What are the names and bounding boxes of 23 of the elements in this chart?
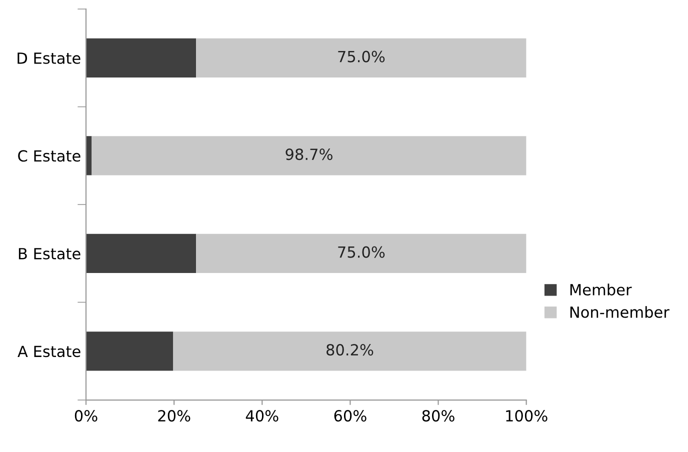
bar [173, 332, 526, 371]
legend-label: Non-member [570, 306, 670, 318]
x-tick-label: 100% [506, 410, 548, 422]
bar [86, 38, 196, 78]
bar [86, 332, 174, 371]
data-label: 75.0% [338, 246, 385, 258]
y-tick-label: A Estate [18, 346, 80, 358]
y-tick-label: B Estate [18, 248, 80, 260]
x-tick-label: 60% [334, 410, 366, 422]
y-tick-label: C Estate [18, 150, 80, 162]
x-tick-label: 0% [74, 410, 98, 422]
bar [92, 136, 526, 176]
legend-label: Member [570, 284, 632, 296]
data-label: 98.7% [286, 148, 332, 160]
bar [196, 234, 526, 273]
x-tick-label: 20% [158, 410, 190, 422]
x-tick-label: 80% [422, 410, 454, 422]
x-tick-label: 40% [246, 410, 278, 422]
bar [196, 38, 526, 78]
bar [86, 234, 196, 273]
data-label: 80.2% [326, 344, 374, 356]
data-label: 75.0% [338, 50, 385, 62]
y-tick-label: D Estate [18, 52, 80, 64]
